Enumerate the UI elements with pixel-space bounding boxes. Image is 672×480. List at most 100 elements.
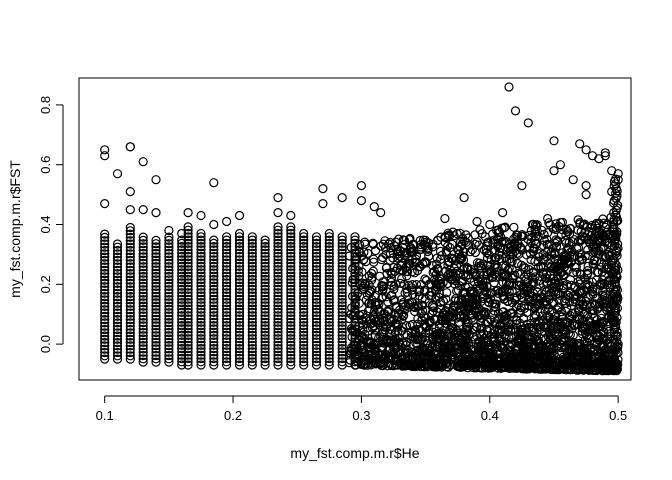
data-point	[234, 255, 245, 265]
data-point	[183, 330, 193, 340]
data-point	[138, 327, 148, 338]
data-point	[100, 311, 110, 321]
data-point	[324, 350, 334, 360]
data-points	[100, 82, 623, 376]
data-point	[324, 265, 334, 275]
data-point	[222, 334, 232, 344]
data-point	[373, 304, 383, 314]
data-point	[404, 302, 414, 312]
data-point	[125, 305, 135, 315]
data-point	[449, 263, 459, 273]
data-point	[576, 255, 587, 265]
data-point	[112, 315, 123, 325]
data-point	[234, 228, 245, 239]
data-point	[151, 301, 161, 311]
data-point	[611, 330, 621, 340]
data-point	[260, 245, 270, 255]
data-point	[138, 295, 148, 305]
data-point	[337, 255, 347, 265]
data-point	[428, 267, 438, 278]
data-point	[386, 316, 396, 327]
data-point	[299, 321, 309, 331]
data-point	[286, 268, 296, 278]
data-point	[391, 279, 401, 289]
data-point	[183, 208, 193, 218]
data-point	[112, 288, 123, 298]
data-point	[209, 360, 219, 370]
data-point	[209, 298, 219, 308]
data-point	[607, 187, 617, 197]
data-point	[514, 277, 524, 287]
data-point	[138, 157, 148, 167]
data-point	[112, 347, 123, 358]
data-point	[138, 347, 148, 357]
data-point	[311, 281, 322, 291]
data-point	[138, 242, 148, 252]
data-point	[515, 305, 526, 315]
data-point	[609, 325, 619, 335]
data-point	[337, 281, 347, 291]
data-point	[164, 331, 174, 341]
data-point	[436, 297, 446, 307]
data-point	[151, 245, 161, 255]
data-point	[100, 262, 110, 272]
data-point	[183, 314, 193, 324]
data-point	[151, 175, 161, 185]
data-point	[273, 307, 283, 317]
data-point	[544, 218, 554, 228]
data-point	[337, 251, 347, 262]
data-point	[337, 347, 347, 357]
data-point	[472, 237, 482, 247]
data-point	[125, 347, 135, 358]
data-point	[273, 274, 283, 285]
data-point	[286, 317, 296, 327]
data-point	[591, 340, 602, 350]
data-point	[391, 237, 401, 247]
data-point	[138, 275, 148, 285]
data-point	[100, 298, 110, 308]
data-point	[493, 356, 503, 366]
data-point	[247, 238, 257, 248]
data-point	[234, 210, 245, 221]
data-point	[273, 294, 283, 304]
data-point	[594, 227, 604, 237]
data-point	[273, 251, 283, 262]
data-point	[350, 232, 360, 242]
data-point	[367, 295, 377, 305]
data-point	[151, 314, 161, 324]
data-point	[576, 235, 586, 246]
data-point	[530, 364, 540, 374]
data-point	[415, 235, 425, 246]
data-point	[407, 355, 417, 365]
data-point	[299, 291, 309, 301]
data-point	[286, 235, 296, 245]
data-point	[260, 347, 270, 357]
data-point	[151, 334, 161, 344]
data-point	[368, 311, 378, 321]
data-point	[311, 360, 322, 370]
data-point	[125, 292, 135, 302]
data-point	[459, 193, 469, 203]
data-point	[539, 229, 549, 239]
data-point	[222, 265, 232, 275]
data-point	[443, 311, 453, 321]
data-point	[324, 317, 334, 327]
data-point	[416, 309, 426, 319]
data-point	[260, 235, 270, 245]
data-point	[356, 181, 366, 191]
data-point	[234, 294, 245, 304]
data-point	[247, 334, 257, 344]
data-point	[138, 239, 148, 249]
data-point	[234, 334, 245, 344]
data-point	[100, 295, 110, 305]
data-point	[112, 242, 123, 252]
data-point	[569, 235, 580, 245]
data-point	[183, 321, 193, 331]
data-point	[209, 258, 219, 268]
data-point	[347, 325, 357, 335]
data-point	[589, 365, 599, 375]
data-point	[299, 304, 309, 314]
data-point	[125, 259, 135, 269]
data-point	[427, 359, 437, 369]
data-point	[337, 301, 347, 311]
